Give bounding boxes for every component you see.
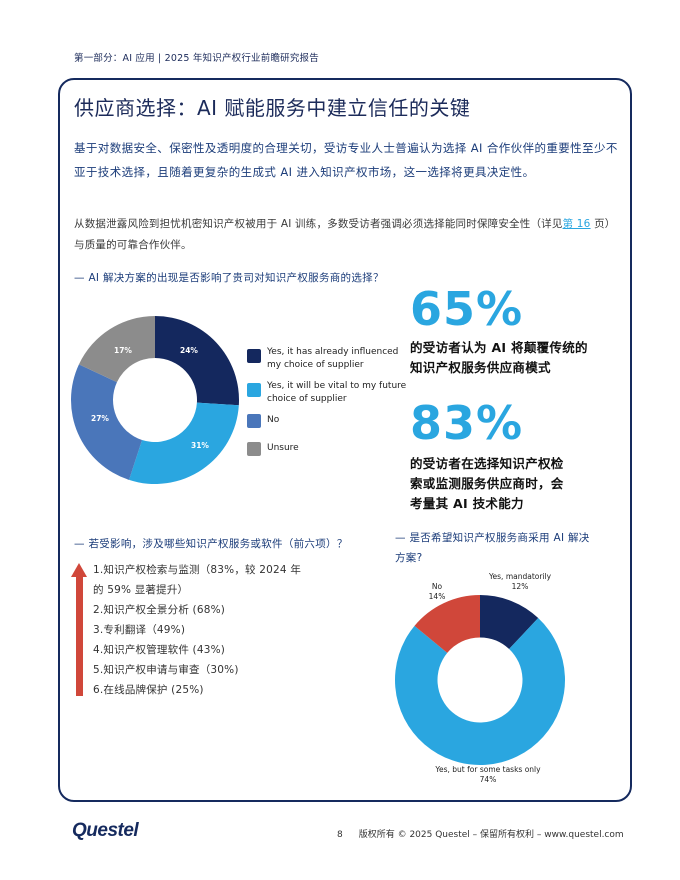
stat-line: 索或监测服务供应商时，会 [410, 476, 564, 491]
body-text-2: 页）与质量的可靠合作伙伴。 [74, 218, 616, 251]
legend-item: Unsure [247, 442, 407, 456]
legend-item: Yes, it has already influenced my choice… [247, 346, 407, 372]
stat-line: 知识产权服务供应商模式 [410, 360, 551, 375]
chart1-legend: Yes, it has already influenced my choice… [247, 346, 407, 464]
stat-65-text: 的受访者认为 AI 将颠覆传统的 知识产权服务供应商模式 [410, 338, 588, 378]
copyright: 版权所有 © 2025 Questel – 保留所有权利 – www.quest… [358, 830, 624, 840]
legend-swatch [247, 383, 261, 397]
list-item: 2.知识产权全景分析 (68%) [93, 604, 226, 616]
ranked-list: 1.知识产权检索与监测（83%，较 2024 年 的 59% 显著提升） 2.知… [93, 560, 301, 700]
question2-title: — 若受影响，涉及哪些知识产权服务或软件（前六项）？ [74, 538, 348, 550]
question3-title: — 是否希望知识产权服务商采用 AI 解决 方案? [395, 528, 590, 568]
label-value: 14% [428, 592, 446, 601]
legend-swatch [247, 442, 261, 456]
legend-swatch [247, 414, 261, 428]
label-some-tasks: Yes, but for some tasks only 74% [418, 765, 558, 785]
content-frame [58, 78, 632, 802]
stat-line: 的受访者在选择知识产权检 [410, 456, 564, 471]
label-value: 74% [479, 775, 497, 784]
stat-line: 的受访者认为 AI 将颠覆传统的 [410, 340, 588, 355]
slice-mandatorily [480, 595, 539, 650]
legend-label: No [267, 415, 280, 425]
stat-65-value: 65% [410, 282, 524, 336]
arrow-shaft [76, 576, 83, 696]
legend-swatch [247, 349, 261, 363]
donut-chart-supplier-influence [71, 316, 240, 485]
legend-label: Unsure [267, 443, 299, 453]
slice-no [71, 364, 143, 480]
body-paragraph: 从数据泄露风险到担忧机密知识产权被用于 AI 训练，多数受访者强调必须选择能同时… [74, 214, 620, 256]
slice-no [414, 595, 480, 653]
label-name: No [431, 582, 443, 591]
label-value: 12% [511, 582, 529, 591]
question1-title: — AI 解决方案的出现是否影响了贵司对知识产权服务商的选择？ [74, 272, 384, 284]
label-17: 17% [114, 346, 132, 355]
footer: 8 版权所有 © 2025 Questel – 保留所有权利 – www.ques… [337, 827, 634, 840]
stat-83-value: 83% [410, 396, 524, 450]
slice-already-influenced [155, 316, 240, 406]
legend-item: Yes, it will be vital to my future choic… [247, 380, 407, 406]
label-name: Yes, but for some tasks only [435, 765, 541, 774]
stat-line: 考量其 AI 技术能力 [410, 496, 524, 511]
list-item: 4.知识产权管理软件 (43%) [93, 644, 226, 656]
list-item: 的 59% 显著提升） [93, 584, 189, 596]
donut-chart-ai-adoption [395, 595, 566, 766]
slice-future-vital [129, 402, 239, 485]
breadcrumb: 第一部分：AI 应用 | 2025 年知识产权行业前瞻研究报告 [74, 53, 319, 64]
slice-unsure [78, 316, 155, 383]
label-31: 31% [191, 441, 209, 450]
page-number: 8 [337, 830, 343, 840]
list-item: 6.在线品牌保护 (25%) [93, 684, 204, 696]
question3-title-line: 方案? [395, 552, 423, 564]
stat-83-text: 的受访者在选择知识产权检 索或监测服务供应商时，会 考量其 AI 技术能力 [410, 454, 564, 514]
arrow-up-icon [71, 563, 87, 577]
list-item: 5.知识产权申请与审查（30%) [93, 664, 239, 676]
page-title: 供应商选择：AI 赋能服务中建立信任的关键 [74, 96, 471, 120]
list-item: 1.知识产权检索与监测（83%，较 2024 年 [93, 564, 302, 576]
label-24: 24% [180, 346, 198, 355]
label-mandatorily: Yes, mandatorily 12% [480, 572, 560, 592]
page-link[interactable]: 第 16 [562, 218, 591, 230]
legend-label: Yes, it will be vital to my future choic… [267, 381, 407, 404]
slice-some-tasks [395, 618, 566, 766]
label-27: 27% [91, 414, 109, 423]
legend-label: Yes, it has already influenced my choice… [267, 347, 399, 370]
question3-title-line: — 是否希望知识产权服务商采用 AI 解决 [395, 532, 590, 544]
intro-paragraph: 基于对数据安全、保密性及透明度的合理关切，受访专业人士普遍认为选择 AI 合作伙… [74, 141, 618, 179]
list-item: 3.专利翻译（49%) [93, 624, 186, 636]
label-no: No 14% [420, 582, 454, 602]
questel-logo: Questel [72, 820, 139, 841]
legend-item: No [247, 414, 407, 428]
label-name: Yes, mandatorily [488, 572, 552, 581]
body-text-1: 从数据泄露风险到担忧机密知识产权被用于 AI 训练，多数受访者强调必须选择能同时… [74, 218, 563, 230]
